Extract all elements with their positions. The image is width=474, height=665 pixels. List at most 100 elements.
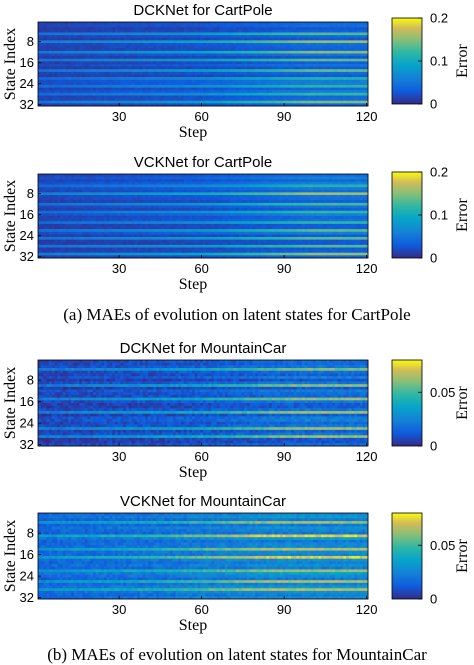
heatmap-cell bbox=[258, 87, 262, 91]
heatmap-cell bbox=[214, 58, 218, 62]
heatmap-cell bbox=[326, 192, 330, 196]
heatmap-cell bbox=[40, 74, 44, 78]
heatmap-cell bbox=[109, 40, 113, 44]
heatmap-cell bbox=[266, 189, 270, 193]
heatmap-cell bbox=[238, 187, 242, 191]
heatmap-cell bbox=[211, 195, 215, 199]
heatmap-cell bbox=[192, 35, 196, 39]
heatmap-cell bbox=[241, 66, 245, 70]
heatmap-cell bbox=[326, 61, 330, 65]
heatmap-cell bbox=[335, 56, 339, 60]
heatmap-cell bbox=[241, 40, 245, 44]
heatmap-cell bbox=[123, 48, 127, 52]
heatmap-cell bbox=[170, 90, 174, 94]
heatmap-cell bbox=[357, 50, 361, 54]
heatmap-cell bbox=[260, 95, 264, 99]
heatmap-cell bbox=[197, 92, 201, 96]
heatmap-cell bbox=[197, 40, 201, 44]
heatmap-cell bbox=[87, 58, 91, 62]
heatmap-cell bbox=[84, 174, 88, 178]
heatmap-cell bbox=[109, 176, 113, 180]
heatmap-cell bbox=[230, 22, 234, 26]
heatmap-cell bbox=[167, 61, 171, 65]
heatmap-cell bbox=[302, 24, 306, 28]
heatmap-cell bbox=[321, 71, 325, 75]
heatmap-cell bbox=[95, 29, 99, 33]
heatmap-cell bbox=[365, 69, 369, 73]
heatmap-cell bbox=[90, 64, 94, 68]
heatmap-cell bbox=[93, 69, 97, 73]
heatmap-cell bbox=[200, 32, 204, 36]
heatmap-cell bbox=[115, 37, 119, 41]
heatmap-cell bbox=[296, 74, 300, 78]
heatmap-cell bbox=[40, 184, 44, 188]
heatmap-cell bbox=[65, 27, 69, 31]
heatmap-cell bbox=[318, 45, 322, 49]
heatmap-cell bbox=[225, 61, 229, 65]
heatmap-cell bbox=[321, 176, 325, 180]
heatmap-cell bbox=[205, 40, 209, 44]
heatmap-cell bbox=[106, 37, 110, 41]
heatmap-cell bbox=[318, 43, 322, 47]
heatmap-cell bbox=[285, 71, 289, 75]
heatmap-cell bbox=[139, 74, 143, 78]
heatmap-cell bbox=[134, 174, 138, 178]
heatmap-cell bbox=[288, 179, 292, 183]
heatmap-cell bbox=[57, 66, 61, 70]
heatmap-cell bbox=[208, 24, 212, 28]
heatmap-cell bbox=[178, 92, 182, 96]
heatmap-cell bbox=[197, 61, 201, 65]
heatmap-cell bbox=[57, 181, 61, 185]
heatmap-cell bbox=[337, 58, 341, 62]
heatmap-cell bbox=[203, 184, 207, 188]
heatmap-cell bbox=[126, 192, 130, 196]
heatmap-cell bbox=[216, 29, 220, 33]
heatmap-cell bbox=[178, 187, 182, 191]
heatmap-cell bbox=[164, 50, 168, 54]
heatmap-cell bbox=[258, 174, 262, 178]
heatmap-cell bbox=[216, 95, 220, 99]
heatmap-cell bbox=[255, 192, 259, 196]
heatmap-cell bbox=[106, 74, 110, 78]
heatmap-cell bbox=[150, 189, 154, 193]
heatmap-cell bbox=[128, 56, 132, 60]
heatmap-cell bbox=[227, 45, 231, 49]
heatmap-cell bbox=[304, 79, 308, 83]
heatmap-cell bbox=[131, 56, 135, 60]
heatmap-cell bbox=[337, 82, 341, 86]
heatmap-cell bbox=[343, 189, 347, 193]
heatmap-cell bbox=[197, 184, 201, 188]
heatmap-cell bbox=[249, 85, 253, 89]
heatmap-cell bbox=[115, 87, 119, 91]
heatmap-cell bbox=[343, 92, 347, 96]
heatmap-cell bbox=[208, 27, 212, 31]
heatmap-cell bbox=[354, 71, 358, 75]
heatmap-cell bbox=[208, 66, 212, 70]
heatmap-cell bbox=[145, 77, 149, 81]
heatmap-cell bbox=[340, 195, 344, 199]
heatmap-cell bbox=[244, 90, 248, 94]
heatmap-cell bbox=[183, 37, 187, 41]
heatmap-cell bbox=[310, 95, 314, 99]
heatmap-cell bbox=[337, 87, 341, 91]
heatmap-cell bbox=[313, 100, 317, 104]
heatmap-cell bbox=[145, 179, 149, 183]
heatmap-cell bbox=[175, 176, 179, 180]
heatmap-cell bbox=[68, 100, 72, 104]
heatmap-cell bbox=[307, 179, 311, 183]
heatmap-cell bbox=[131, 77, 135, 81]
heatmap-cell bbox=[296, 24, 300, 28]
heatmap-cell bbox=[60, 197, 64, 201]
heatmap-cell bbox=[329, 56, 333, 60]
heatmap-cell bbox=[348, 189, 352, 193]
heatmap-cell bbox=[318, 66, 322, 70]
heatmap-cell bbox=[200, 24, 204, 28]
heatmap-cell bbox=[137, 98, 141, 102]
heatmap-cell bbox=[310, 87, 314, 91]
heatmap-cell bbox=[186, 90, 190, 94]
heatmap-cell bbox=[238, 50, 242, 54]
heatmap-cell bbox=[236, 98, 240, 102]
heatmap-cell bbox=[159, 29, 163, 33]
heatmap-cell bbox=[365, 56, 369, 60]
heatmap-cell bbox=[249, 29, 253, 33]
